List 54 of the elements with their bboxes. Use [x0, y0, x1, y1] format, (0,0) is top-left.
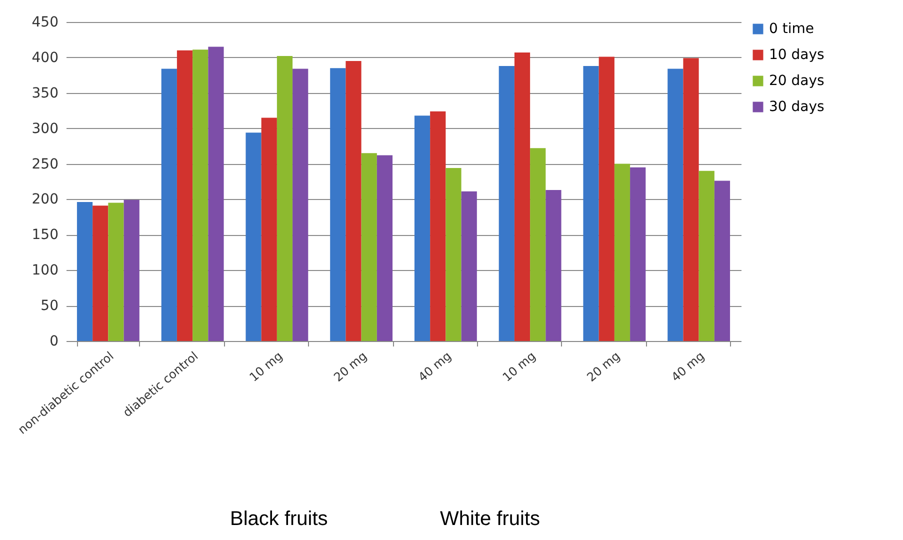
bar [514, 52, 530, 341]
bar [430, 111, 446, 341]
x-tick-label: 10 mg [500, 348, 538, 384]
bar [546, 190, 562, 341]
legend-label: 30 days [769, 99, 824, 115]
bar [246, 132, 262, 341]
y-tick-label: 350 [32, 85, 58, 102]
y-tick-label: 200 [32, 192, 58, 208]
bar [530, 148, 546, 341]
bar [176, 50, 193, 341]
bar [598, 56, 614, 341]
bar [630, 167, 646, 341]
legend-label: 0 time [769, 21, 814, 37]
y-tick-label: 50 [40, 298, 58, 314]
bar [108, 202, 124, 341]
bar [330, 68, 346, 341]
y-tick-label: 0 [50, 334, 58, 350]
bar [261, 118, 277, 341]
y-tick-label: 400 [32, 50, 58, 66]
y-tick-label: 450 [32, 14, 58, 30]
legend-label: 10 days [769, 47, 824, 63]
legend-label: 20 days [769, 73, 824, 89]
x-tick-label: 10 mg [246, 348, 286, 384]
y-tick-label: 300 [32, 120, 58, 137]
bar [292, 68, 308, 341]
bar [192, 50, 208, 341]
bar [361, 153, 377, 341]
bar [414, 116, 430, 341]
bar [276, 56, 293, 341]
text: White fruits [440, 508, 540, 531]
x-tick-label: 40 mg [415, 348, 454, 384]
bar [614, 164, 630, 341]
y-tick-label: 150 [32, 227, 58, 244]
y-tick-label: 250 [32, 156, 58, 172]
bar [346, 60, 362, 341]
bar [76, 202, 93, 341]
bar [208, 46, 224, 341]
x-tick-label: 20 mg [331, 348, 370, 384]
bar [92, 206, 108, 341]
bar [446, 168, 462, 341]
bar [498, 66, 514, 341]
bar [461, 191, 477, 341]
text: Black fruits [230, 508, 328, 531]
y-tick-label: 100 [32, 262, 58, 279]
bar [376, 155, 393, 341]
bar [683, 58, 699, 341]
bar [698, 170, 714, 341]
bar [161, 68, 177, 341]
x-tick-label: 40 mg [668, 348, 708, 384]
bar [124, 200, 140, 341]
bar [668, 68, 684, 341]
bar [714, 180, 730, 341]
x-tick-label: 20 mg [584, 348, 623, 384]
bar [583, 66, 599, 341]
